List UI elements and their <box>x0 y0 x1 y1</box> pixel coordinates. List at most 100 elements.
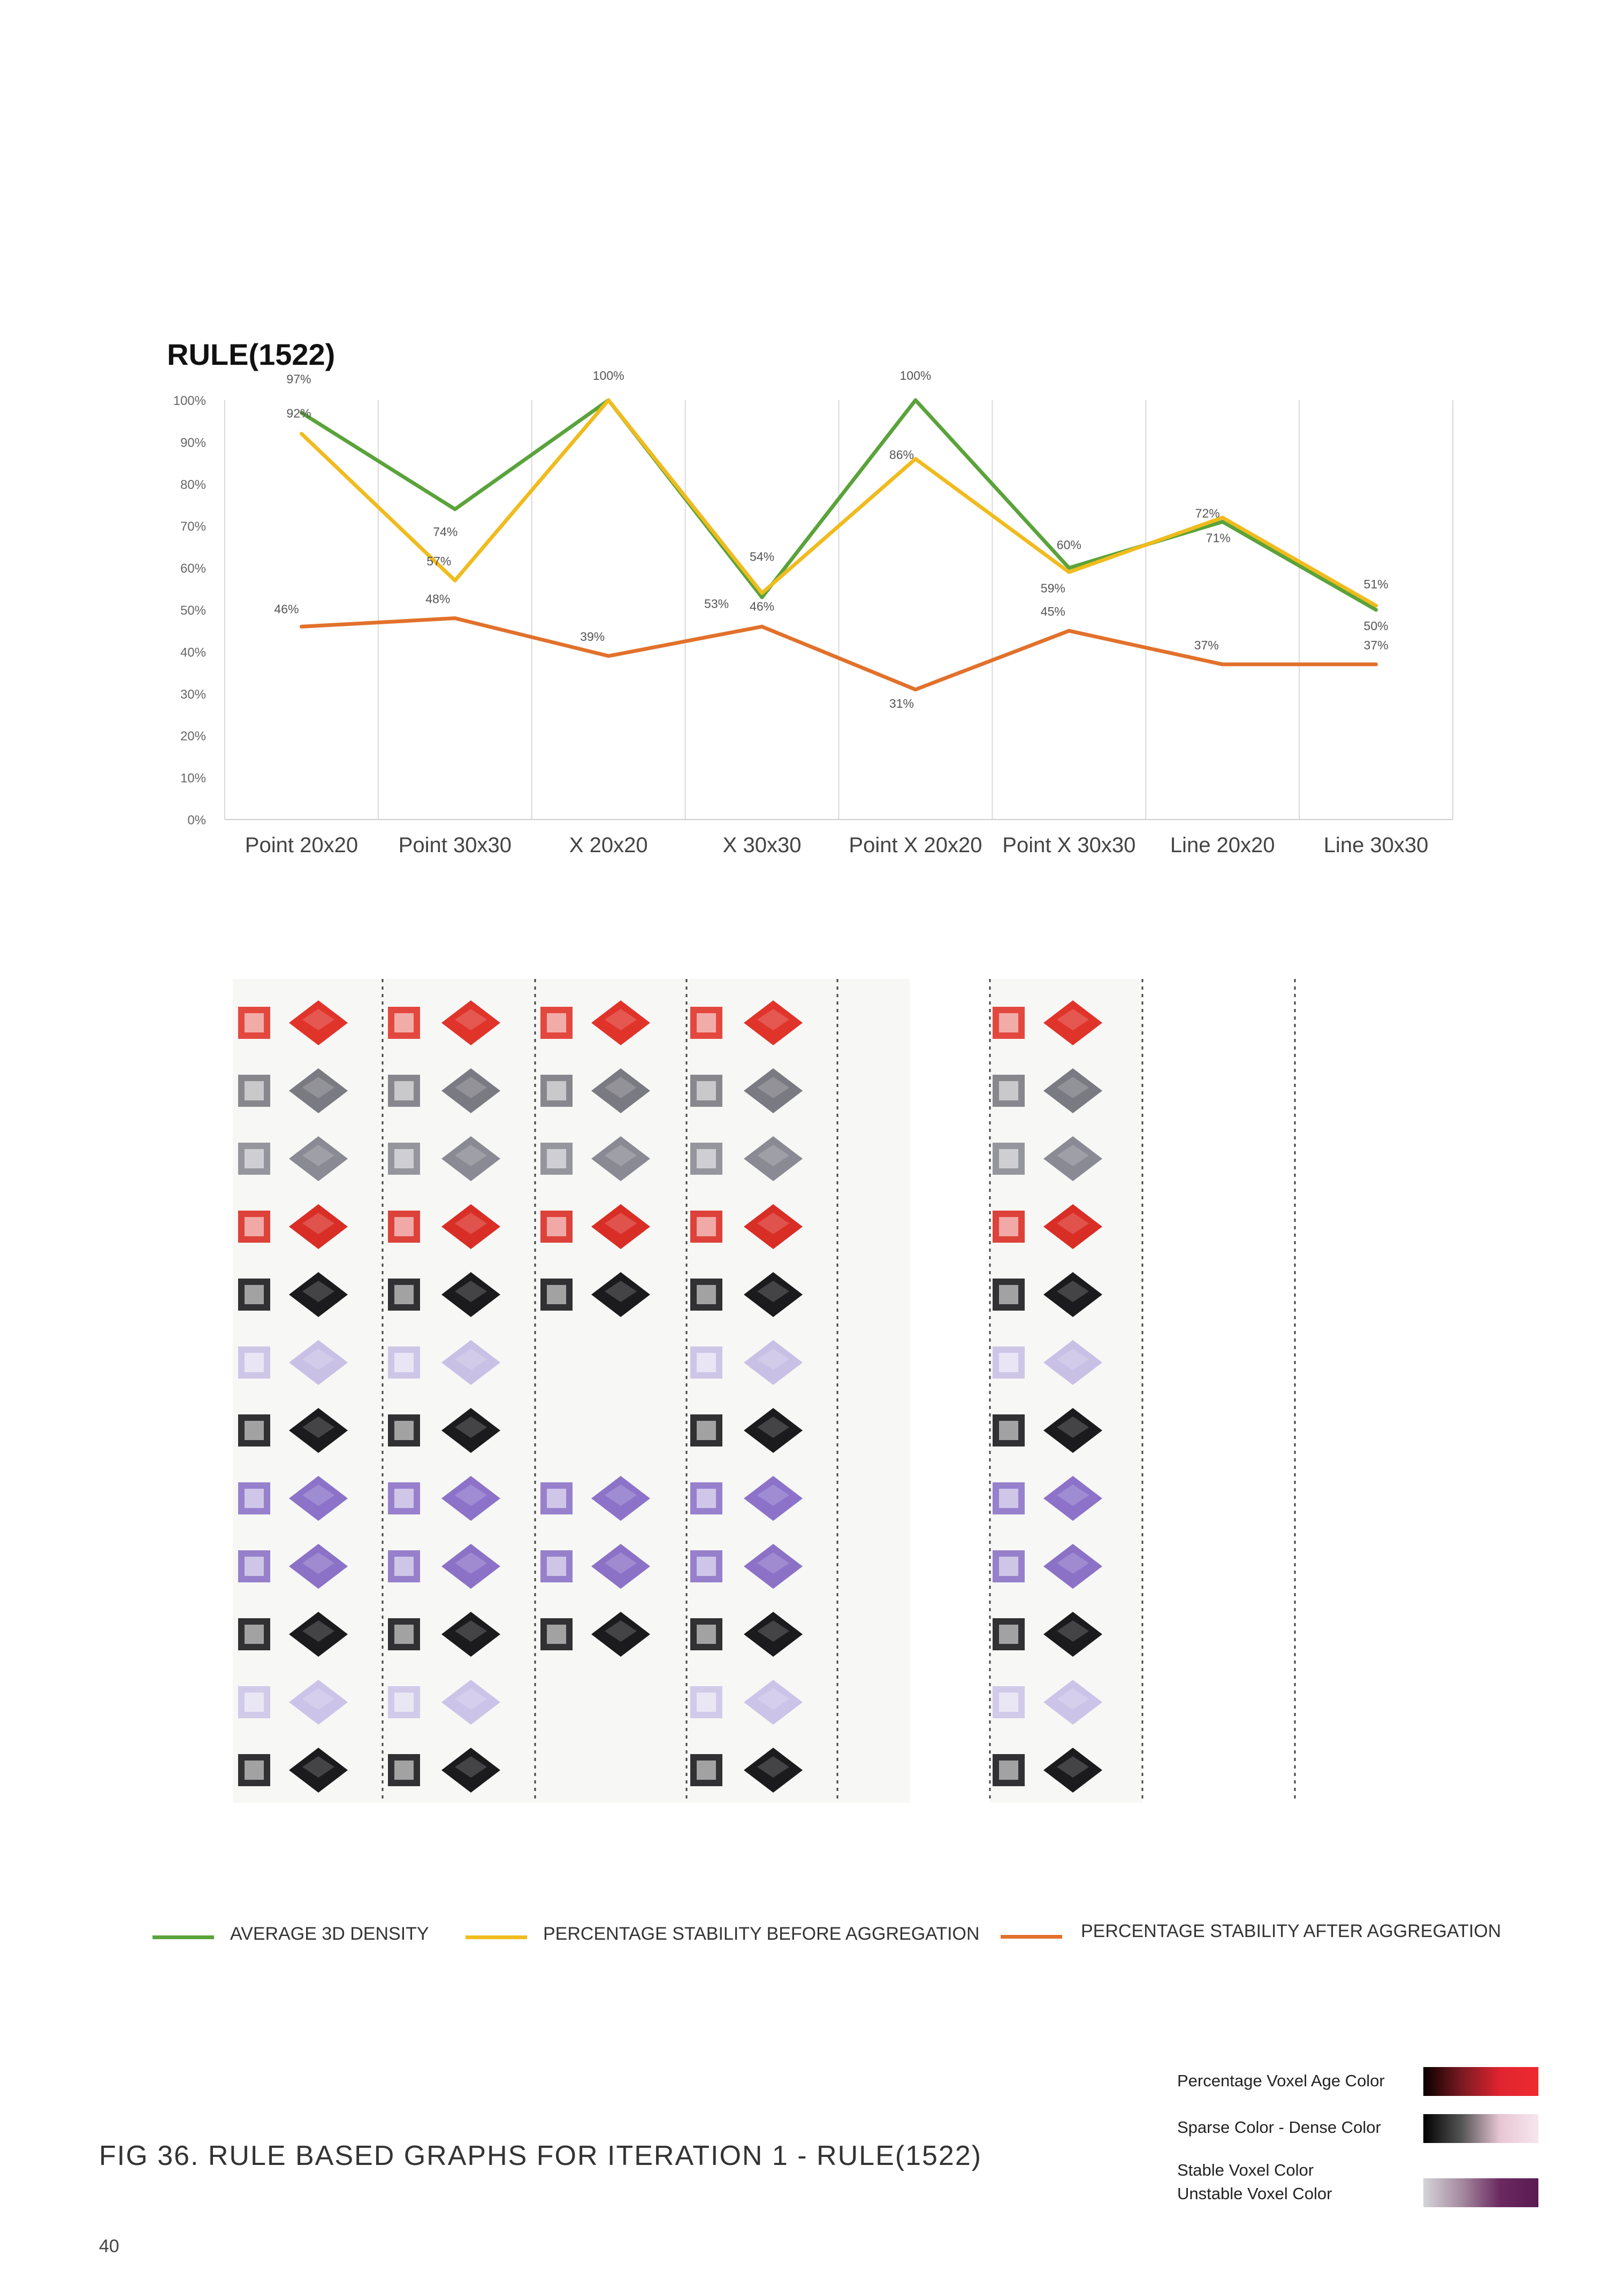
plan-view-detail <box>547 1625 566 1644</box>
y-tick-label: 10% <box>180 771 206 786</box>
plan-view-detail <box>245 1149 264 1168</box>
isometric-thumbnail <box>1043 1204 1102 1249</box>
plan-view-detail <box>999 1081 1018 1100</box>
isometric-highlight <box>605 1281 637 1302</box>
isometric-highlight <box>605 1620 637 1642</box>
plan-view-detail <box>697 1353 716 1372</box>
isometric-thumbnail <box>441 1748 500 1793</box>
isometric-thumbnail <box>591 1204 650 1249</box>
y-tick-label: 50% <box>180 603 206 618</box>
isometric-highlight <box>1057 1688 1089 1710</box>
y-tick-label: 60% <box>180 562 206 576</box>
legend-swatch-density <box>153 1935 214 1939</box>
legend-item-before: PERCENTAGE STABILITY BEFORE AGGREGATION <box>466 1920 1054 1953</box>
plan-view-detail <box>999 1693 1018 1712</box>
data-label: 54% <box>750 550 774 564</box>
isometric-thumbnail <box>744 1680 803 1725</box>
isometric-thumbnail <box>744 1000 803 1045</box>
data-label: 39% <box>580 630 605 644</box>
data-point <box>1067 566 1071 570</box>
series-line <box>300 398 1377 612</box>
plan-view-detail <box>697 1489 716 1508</box>
isometric-highlight <box>757 1620 789 1642</box>
voxel-age-gradient <box>1423 2067 1538 2096</box>
isometric-thumbnail <box>744 1612 803 1657</box>
chart-title: RULE(1522) <box>167 338 336 371</box>
data-point <box>760 595 764 599</box>
isometric-highlight <box>1057 1009 1089 1030</box>
isometric-highlight <box>455 1009 487 1030</box>
x-tick-label: Point 20x20 <box>245 833 358 857</box>
isometric-highlight <box>1057 1756 1089 1778</box>
isometric-thumbnail <box>441 1476 500 1521</box>
data-point <box>760 624 764 629</box>
data-label: 72% <box>1195 507 1220 521</box>
isometric-highlight <box>302 1009 334 1030</box>
y-tick-label: 0% <box>187 813 206 828</box>
isometric-thumbnail <box>289 1476 348 1521</box>
isometric-thumbnail <box>591 1544 650 1589</box>
isometric-highlight <box>455 1349 487 1370</box>
data-label: 37% <box>1364 638 1389 652</box>
data-point <box>913 457 918 461</box>
unstable-voxel-label: Unstable Voxel Color <box>1177 2184 1332 2203</box>
data-label: 48% <box>425 592 450 606</box>
data-point <box>453 578 457 583</box>
isometric-highlight <box>1057 1484 1089 1506</box>
isometric-thumbnail <box>289 1748 348 1793</box>
x-tick-label: Point 30x30 <box>399 833 512 857</box>
isometric-thumbnail <box>441 1408 500 1453</box>
plan-view-detail <box>547 1489 566 1508</box>
data-point <box>299 411 303 415</box>
isometric-highlight <box>455 1756 487 1778</box>
isometric-highlight <box>605 1009 637 1030</box>
plan-view-detail <box>697 1625 716 1644</box>
plan-view-detail <box>697 1217 716 1236</box>
data-label: 100% <box>900 369 932 382</box>
plan-view-detail <box>999 1557 1018 1576</box>
data-label: 31% <box>889 697 914 710</box>
plan-view-detail <box>999 1625 1018 1644</box>
isometric-highlight <box>302 1349 334 1370</box>
data-point <box>299 624 303 629</box>
data-point <box>1221 516 1225 520</box>
isometric-highlight <box>757 1688 789 1710</box>
data-point <box>1374 603 1378 608</box>
isometric-thumbnail <box>744 1408 803 1453</box>
plan-view-detail <box>547 1081 566 1100</box>
plan-view-detail <box>394 1625 414 1644</box>
data-label: 57% <box>426 554 451 568</box>
plan-view-detail <box>394 1013 414 1032</box>
isometric-thumbnail <box>1043 1136 1102 1181</box>
legend-item-after: PERCENTAGE STABILITY AFTER AGGREGATION <box>1001 1918 1589 1950</box>
isometric-highlight <box>605 1484 637 1506</box>
plan-view-detail <box>394 1489 414 1508</box>
plan-view-detail <box>394 1149 414 1168</box>
stable-unstable-gradient <box>1423 2178 1538 2207</box>
isometric-thumbnail <box>289 1612 348 1657</box>
data-point <box>1221 662 1225 667</box>
sparse-dense-label: Sparse Color - Dense Color <box>1177 2118 1381 2137</box>
isometric-thumbnail <box>441 1680 500 1725</box>
y-tick-label: 40% <box>180 645 206 660</box>
isometric-highlight <box>455 1145 487 1166</box>
isometric-thumbnail <box>744 1748 803 1793</box>
isometric-highlight <box>302 1552 334 1574</box>
plan-view-detail <box>697 1557 716 1576</box>
thumbnail-panel <box>233 979 910 1803</box>
isometric-highlight <box>605 1077 637 1098</box>
plan-view-detail <box>245 1081 264 1100</box>
isometric-thumbnail <box>591 1612 650 1657</box>
data-point <box>760 591 764 595</box>
isometric-thumbnail <box>744 1068 803 1113</box>
isometric-highlight <box>302 1213 334 1234</box>
isometric-thumbnail <box>289 1272 348 1317</box>
data-label: 74% <box>433 525 458 539</box>
isometric-highlight <box>302 1688 334 1710</box>
isometric-thumbnail <box>289 1204 348 1249</box>
isometric-thumbnail <box>441 1136 500 1181</box>
plan-view-detail <box>999 1761 1018 1780</box>
isometric-thumbnail <box>591 1000 650 1045</box>
isometric-thumbnail <box>591 1136 650 1181</box>
plan-view-detail <box>394 1285 414 1304</box>
